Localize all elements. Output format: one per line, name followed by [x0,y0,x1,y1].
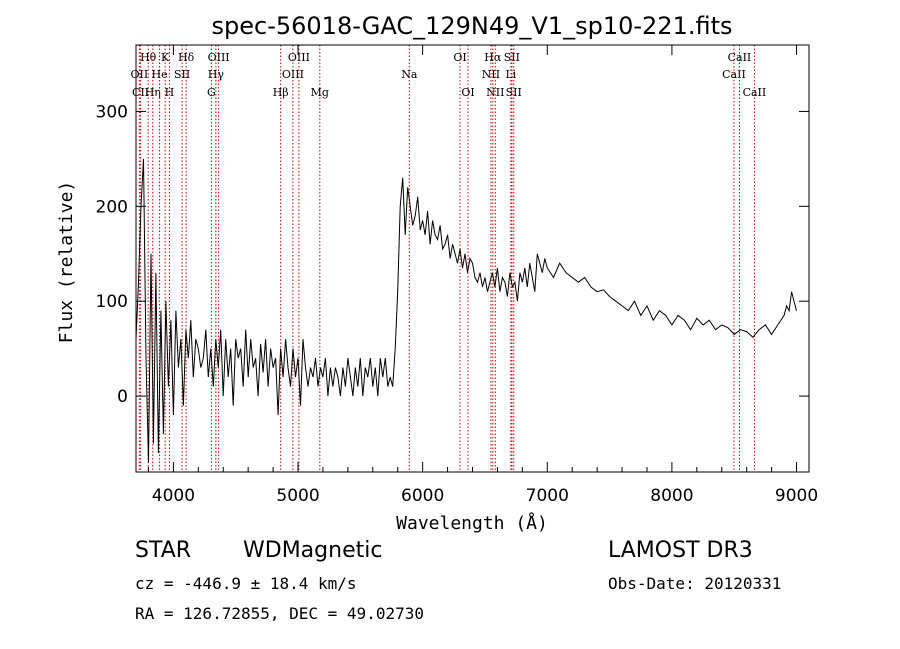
object-class: STAR [135,538,192,563]
line-label-14: OIII [288,51,310,64]
x-tick-label-4: 8000 [650,486,693,506]
spectrum-line [135,158,797,463]
line-label-0: Hθ [140,51,157,64]
line-label-1: OII [131,68,149,81]
y-axis-label: Flux (relative) [56,181,77,344]
line-label-12: Hβ [273,86,289,99]
line-label-10: Hγ [208,68,225,81]
line-label-3: Hη [145,86,161,99]
y-tick-label-1: 100 [96,292,128,312]
x-axis-label: Wavelength (Å) [396,512,548,534]
line-label-7: SII [174,68,190,81]
x-tick-label-1: 5000 [276,486,319,506]
x-tick-label-3: 7000 [526,486,569,506]
line-label-17: OI [453,51,466,64]
line-label-24: SII [506,86,522,99]
line-label-25: CaII [722,68,746,81]
line-label-15: Mg [311,86,329,99]
x-tick-label-0: 4000 [152,486,195,506]
line-label-19: NII [482,68,500,81]
line-label-4: He [152,68,168,81]
y-tick-label-0: 0 [117,387,128,407]
ra-dec: RA = 126.72855, DEC = 49.02730 [135,604,424,623]
object-subclass: WDMagnetic [243,538,383,563]
x-tick-label-5: 9000 [775,486,818,506]
chart-title: spec-56018-GAC_129N49_V1_sp10-221.fits [212,12,733,40]
line-label-26: CaII [728,51,752,64]
line-markers: HθOIICIIHηHeKHSIIHδGHγOIIIHβOIIIOIIIMgNa… [131,45,767,472]
line-label-16: Na [401,68,418,81]
line-label-27: CaII [743,86,767,99]
survey-name: LAMOST DR3 [608,538,753,563]
redshift-cz: cz = -446.9 ± 18.4 km/s [135,574,357,593]
y-tick-label-3: 300 [96,102,128,122]
observation-date: Obs-Date: 20120331 [608,574,782,593]
line-label-6: H [165,86,175,99]
line-label-18: OI [461,86,474,99]
line-label-21: NII [486,86,504,99]
line-label-13: OIII [282,68,304,81]
plot-frame [135,44,810,473]
line-label-8: Hδ [178,51,195,64]
line-label-20: Hα [484,51,502,64]
line-label-5: K [161,51,170,64]
x-tick-label-2: 6000 [401,486,444,506]
line-label-11: OIII [208,51,230,64]
line-label-22: Li [505,68,516,81]
axis-ticks: 4000 5000 6000 7000 8000 9000 0 100 200 300 [96,45,818,506]
line-label-9: G [207,86,216,99]
y-tick-label-2: 200 [96,197,128,217]
line-label-23: SII [504,51,520,64]
